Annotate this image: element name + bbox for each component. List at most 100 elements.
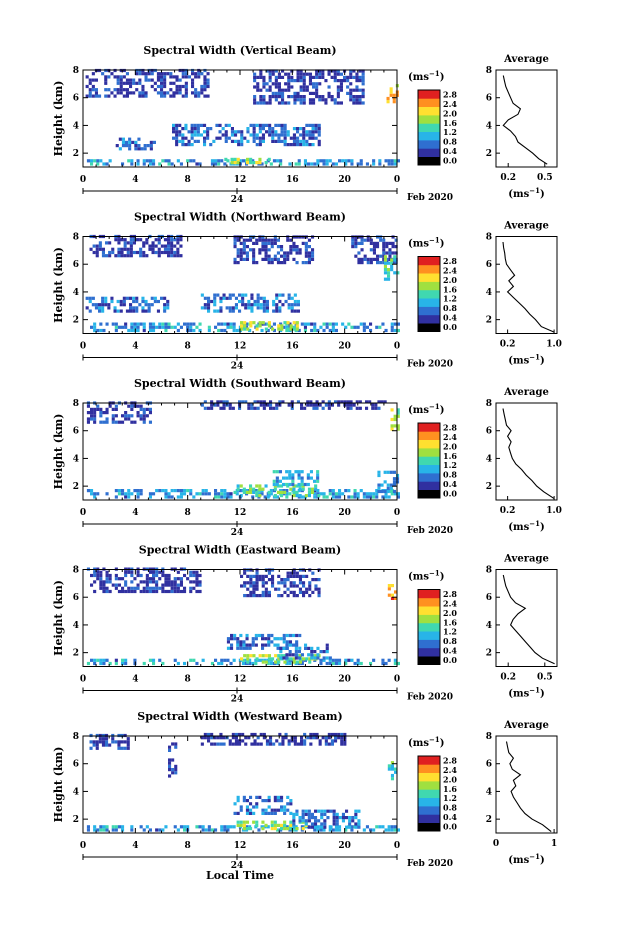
heatmap-cell: [312, 101, 316, 105]
colorbar-segment: [418, 631, 440, 640]
heatmap-cell: [331, 661, 335, 666]
heatmap-cell: [239, 805, 243, 809]
heatmap-cell: [161, 828, 165, 832]
heatmap-cell: [142, 241, 146, 245]
heatmap-cell: [360, 257, 364, 261]
heatmap-cell: [387, 584, 391, 588]
heatmap-cell: [286, 795, 290, 799]
heatmap-cell: [164, 573, 168, 578]
heatmap-cell: [213, 299, 217, 304]
heatmap-cell: [331, 489, 335, 493]
heatmap-cell: [121, 489, 125, 493]
heatmap-cell: [236, 799, 240, 803]
heatmap-cell: [130, 404, 134, 408]
heatmap-cell: [292, 494, 296, 498]
heatmap-cell: [375, 325, 379, 329]
colorbar-segment: [418, 264, 440, 274]
heatmap-cell: [277, 136, 281, 140]
heatmap-cell: [300, 322, 304, 326]
heatmap-cell: [126, 737, 130, 741]
heatmap-cell: [267, 657, 271, 661]
heatmap-cell: [116, 75, 120, 79]
heatmap-cell: [203, 296, 207, 300]
heatmap-cell: [251, 640, 255, 644]
heatmap-cell: [148, 586, 152, 590]
heatmap-cell: [214, 658, 218, 662]
heatmap-cell: [293, 293, 297, 297]
heatmap-cell: [105, 589, 109, 594]
heatmap-cell: [127, 159, 131, 163]
heatmap-cell: [173, 238, 177, 242]
heatmap-cell: [233, 241, 237, 245]
heatmap-cell: [174, 771, 178, 775]
heatmap-cell: [257, 828, 261, 832]
heatmap-cell: [375, 825, 379, 829]
heatmap-cell: [93, 325, 97, 329]
heatmap-cell: [336, 69, 340, 73]
heatmap-cell: [390, 584, 394, 588]
heatmap-cell: [264, 808, 268, 812]
heatmap-cell: [160, 296, 164, 300]
heatmap-cell: [226, 646, 230, 650]
heatmap-cell: [316, 473, 320, 477]
heatmap-cell: [264, 590, 268, 594]
heatmap-cell: [352, 88, 356, 92]
average-profile-line: [502, 408, 555, 500]
heatmap-cell: [232, 825, 236, 829]
heatmap-cell: [172, 91, 176, 95]
heatmap-cell: [259, 95, 263, 99]
heatmap-cell: [275, 406, 279, 410]
heatmap-cell: [307, 819, 311, 823]
heatmap-cell: [117, 740, 121, 744]
heatmap-cell: [289, 827, 293, 831]
heatmap-cell: [94, 91, 98, 95]
colorbar-segment: [418, 148, 440, 157]
heatmap-cell: [90, 489, 94, 493]
heatmap-cell: [387, 593, 391, 597]
heatmap-cell: [230, 633, 234, 638]
heatmap-cell: [315, 736, 319, 740]
heatmap-cell: [241, 159, 245, 163]
heatmap-cell: [358, 406, 362, 410]
x-tick-label: 0: [80, 342, 86, 352]
heatmap-cell: [271, 574, 275, 578]
heatmap-cell: [195, 589, 199, 594]
heatmap-cell: [383, 268, 387, 272]
heatmap-cell: [171, 758, 175, 762]
heatmap-cell: [335, 822, 339, 826]
heatmap-cell: [147, 78, 151, 82]
heatmap-cell: [216, 736, 220, 740]
heatmap-cell: [155, 586, 159, 590]
heatmap-cell: [212, 139, 216, 143]
heatmap-cell: [379, 238, 383, 242]
heatmap-cell: [277, 581, 281, 585]
heatmap-cell: [243, 584, 247, 588]
heatmap-cell: [283, 490, 287, 494]
heatmap-cell: [241, 299, 245, 304]
heatmap-cell: [314, 809, 318, 813]
heatmap-cell: [251, 643, 255, 647]
heatmap-cell: [240, 324, 244, 328]
heatmap-cell: [393, 825, 397, 829]
heatmap-cell: [287, 742, 291, 746]
y-axis-label: Height (km): [52, 414, 65, 490]
heatmap-cell: [330, 69, 334, 73]
heatmap-cell: [90, 492, 94, 496]
heatmap-cell: [295, 248, 299, 252]
heatmap-cell: [90, 325, 94, 329]
heatmap-cell: [121, 144, 125, 148]
heatmap-cell: [218, 136, 222, 140]
heatmap-cell: [365, 495, 369, 499]
heatmap-cell: [267, 594, 271, 598]
heatmap-cell: [96, 573, 100, 578]
heatmap-cell: [127, 492, 131, 496]
plot-frame: [82, 569, 398, 667]
heatmap-cell: [102, 583, 106, 587]
heatmap-cell: [322, 322, 326, 326]
heatmap-cell: [88, 91, 92, 95]
heatmap-cell: [172, 81, 176, 85]
heatmap-cell: [99, 580, 103, 584]
heatmap-cell: [241, 661, 245, 666]
heatmap-cell: [262, 79, 266, 83]
colorbar-segment: [418, 797, 440, 807]
